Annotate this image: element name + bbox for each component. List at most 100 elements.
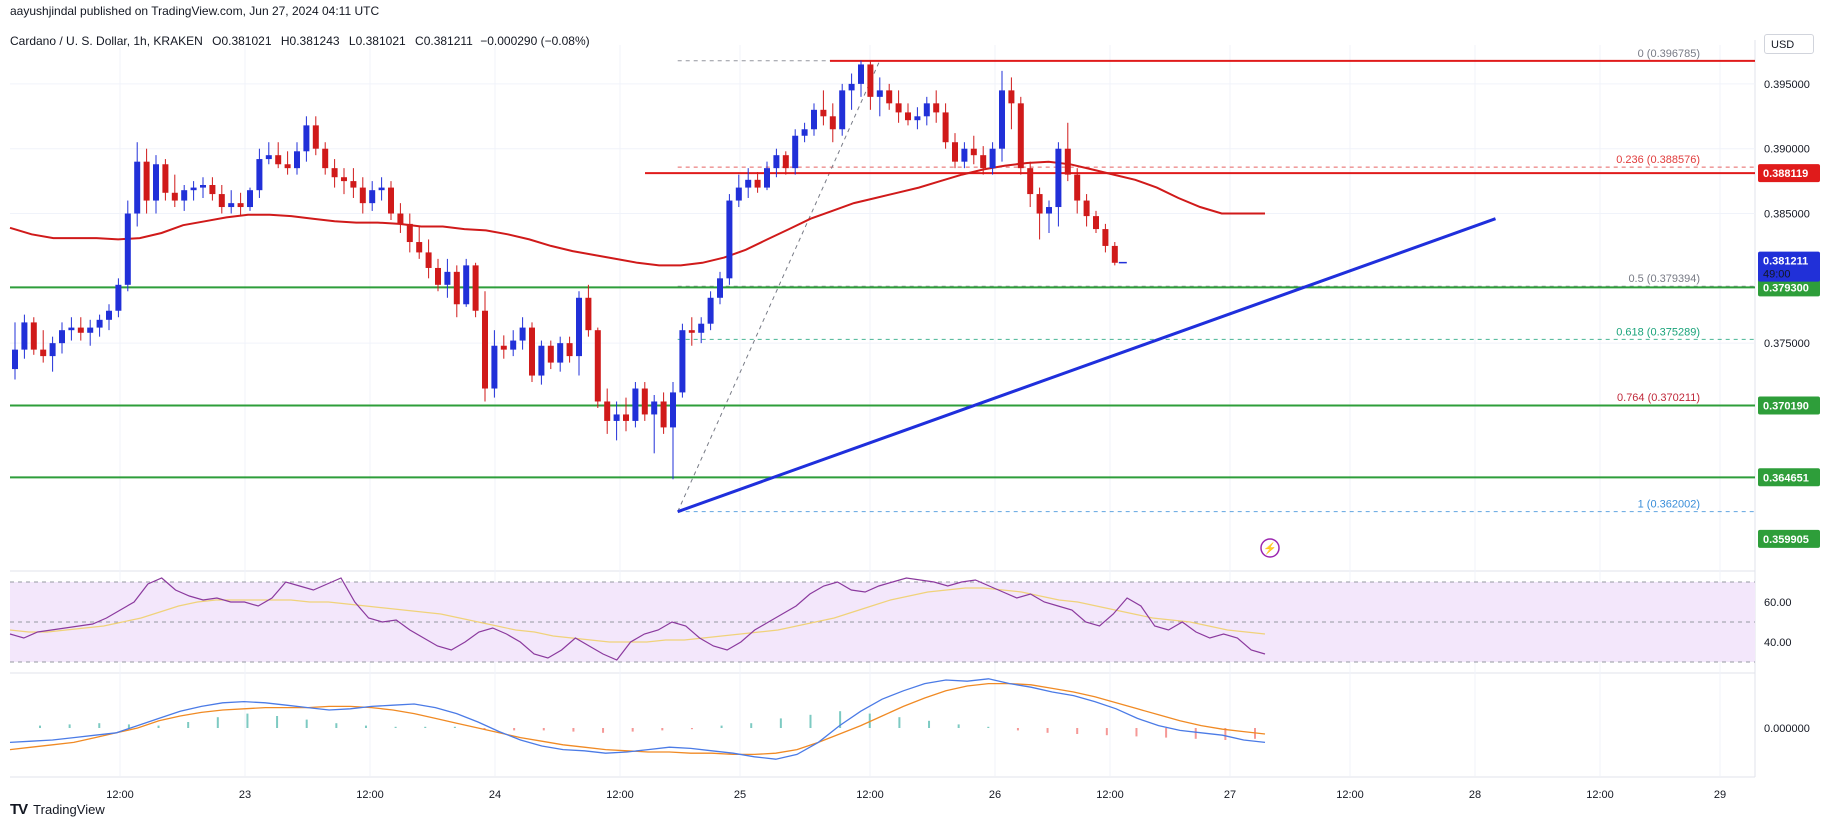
candle-body <box>989 148 996 169</box>
fib-level-label: 0.5 (0.379394) <box>1628 273 1700 285</box>
time-tick-label: 29 <box>1714 789 1726 801</box>
rsi-line <box>9 577 1266 661</box>
candle-body <box>491 345 498 389</box>
candle-body <box>463 265 470 305</box>
macd-histogram-bar <box>1016 728 1019 731</box>
candle-body <box>801 129 808 136</box>
macd-histogram-bar <box>364 725 367 728</box>
candle-body <box>1036 194 1043 214</box>
candle-body <box>839 90 846 130</box>
candle-body <box>1008 90 1015 104</box>
price-tag <box>1758 396 1820 415</box>
time-tick-label: 12:00 <box>356 789 384 801</box>
macd-histogram-bar <box>779 718 782 728</box>
candle-body <box>134 161 141 214</box>
candle-body <box>773 155 780 169</box>
candle-body <box>209 185 216 195</box>
rsi-tick-label: 40.00 <box>1764 637 1792 649</box>
current-price-value: 0.381211 <box>1763 256 1808 268</box>
candle-body <box>876 90 883 97</box>
time-tick-label: 26 <box>989 789 1001 801</box>
candle-body <box>359 187 366 204</box>
price-tick-label: 0.395000 <box>1764 79 1810 91</box>
macd-histogram-bar <box>839 711 842 728</box>
low-label: L <box>348 34 356 48</box>
macd-histogram-bar <box>720 725 723 728</box>
currency-button[interactable]: USD <box>1764 34 1814 54</box>
candle-body <box>519 327 526 341</box>
high-label: H <box>280 34 290 48</box>
time-tick-label: 12:00 <box>1586 789 1614 801</box>
price-tag <box>1758 164 1820 183</box>
candle-body <box>820 109 827 117</box>
candle-body <box>576 297 582 357</box>
macd-histogram-bar <box>898 717 901 728</box>
candle-body <box>30 322 37 350</box>
price-tag-value: 0.388119 <box>1763 168 1808 180</box>
candle-body <box>284 164 291 169</box>
macd-histogram-bar <box>928 720 931 728</box>
macd-histogram-bar <box>335 723 338 728</box>
footer-brand[interactable]: TV TradingView <box>10 801 105 818</box>
macd-tick-label: 0.000000 <box>1764 723 1810 735</box>
fib-level-label: 0.618 (0.375289) <box>1616 326 1700 338</box>
change-value: −0.000290 (−0.08%) <box>480 34 590 48</box>
macd-histogram-bar <box>127 724 130 728</box>
macd-histogram-bar <box>987 726 990 728</box>
candle-body <box>1093 216 1099 230</box>
macd-histogram-bar <box>542 728 545 731</box>
candle-body <box>49 343 56 357</box>
candle-body <box>604 401 611 421</box>
macd-histogram-bar <box>1046 728 1049 733</box>
time-tick-label: 25 <box>734 789 746 801</box>
close-value: 0.381211 <box>423 34 473 48</box>
footer-brand-label: TradingView <box>33 802 105 817</box>
candle-body <box>482 310 488 389</box>
candle-body <box>143 161 150 201</box>
candle-body <box>698 323 705 333</box>
macd-histogram-bar <box>1076 728 1079 734</box>
macd-histogram-bar <box>602 728 605 733</box>
candle-body <box>547 345 554 363</box>
candle-body <box>848 83 855 91</box>
candle-body <box>792 135 799 169</box>
candle-body <box>115 284 122 311</box>
candle-body <box>1064 148 1071 175</box>
candle-body <box>40 349 47 357</box>
fib-level-label: 0.236 (0.388576) <box>1616 154 1700 166</box>
candle-body <box>745 179 752 188</box>
candle-body <box>228 203 235 208</box>
candle-body <box>322 148 329 169</box>
candle-body <box>312 125 319 149</box>
candle-body <box>153 164 159 201</box>
candle-body <box>594 330 601 402</box>
candle-body <box>388 187 394 214</box>
candle-body <box>106 310 112 320</box>
candle-body <box>369 190 376 204</box>
macd-line <box>9 678 1266 760</box>
macd-histogram-bar <box>305 719 308 728</box>
price-tag-value: 0.359905 <box>1763 534 1809 546</box>
macd-histogram-bar <box>661 728 664 731</box>
candle-body <box>190 187 197 191</box>
candle-body <box>124 213 131 285</box>
candle-body <box>651 401 658 415</box>
candle-body <box>529 327 535 376</box>
time-tick-label: 12:00 <box>1336 789 1364 801</box>
candle-body <box>726 200 733 279</box>
candle-body <box>218 194 225 208</box>
macd-histogram-bar <box>187 722 190 728</box>
candle-body <box>59 330 65 344</box>
macd-histogram-bar <box>276 716 279 728</box>
candle-body <box>585 297 592 331</box>
candle-body <box>782 155 789 169</box>
macd-histogram-bar <box>957 724 960 728</box>
macd-signal-line <box>9 682 1266 756</box>
candle-body <box>1027 168 1034 195</box>
candle-body <box>811 109 817 130</box>
candle-body <box>294 151 300 169</box>
fib-level-label: 1 (0.362002) <box>1638 499 1700 511</box>
candle-body <box>303 125 310 152</box>
macd-histogram-bar <box>483 728 486 730</box>
